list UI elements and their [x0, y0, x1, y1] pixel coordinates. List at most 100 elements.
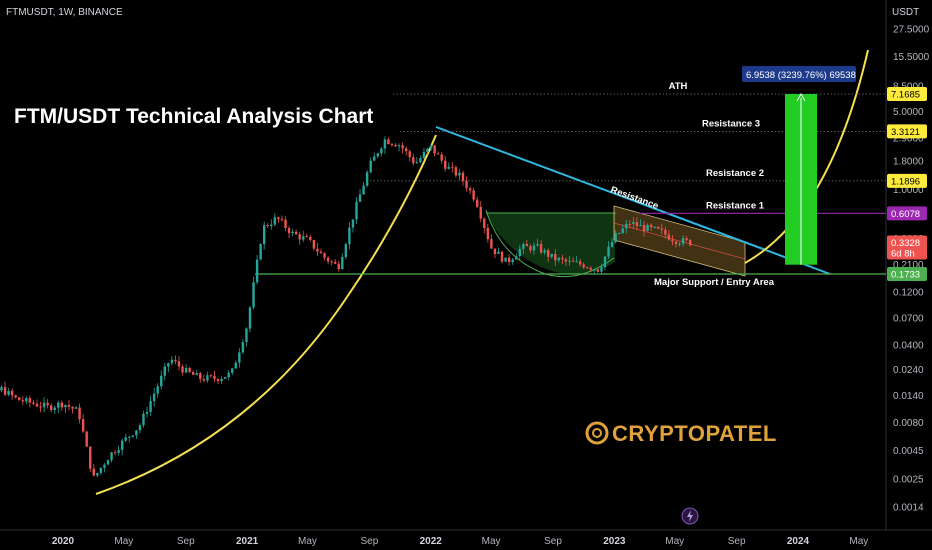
candle-body [0, 387, 3, 391]
candle-body [387, 139, 390, 145]
resistance-2-price-tag [887, 173, 927, 188]
candle-body [486, 227, 490, 240]
candle-body [671, 239, 674, 242]
time-tick-label: Sep [360, 536, 378, 547]
candle-body [128, 436, 131, 438]
price-tick-label: 0.0025 [893, 474, 924, 485]
candle-body [429, 145, 433, 149]
price-tick-label: 0.1200 [893, 287, 924, 298]
candle-body [564, 259, 568, 262]
candle-body [522, 243, 525, 249]
brand-icon-inner [592, 428, 602, 438]
candle-body [607, 246, 610, 257]
candle-body [323, 253, 326, 258]
candle-body [664, 229, 667, 235]
horizontal-levels: ATH Resistance 3 Resistance 2 Resistance 1 M… [255, 81, 886, 288]
candle-body [64, 404, 67, 408]
candle-body [621, 228, 624, 233]
candle-body [500, 251, 504, 262]
candle-body [582, 264, 585, 268]
candle-body [355, 201, 358, 220]
candle-body [312, 239, 316, 249]
candle-body [461, 172, 465, 182]
price-tick-label: 8.5000 [893, 81, 924, 92]
price-tick-label: 0.2100 [893, 260, 924, 271]
candle-body [536, 243, 539, 246]
candle-body [660, 228, 663, 230]
time-tick-label: 2022 [420, 536, 443, 547]
candle-body [113, 452, 117, 454]
candle-body [163, 366, 166, 376]
price-tick-label: 5.0000 [893, 107, 924, 118]
candle-body [330, 261, 333, 263]
candle-body [351, 219, 355, 228]
candle-body [447, 166, 450, 169]
candle-body [362, 185, 365, 195]
candle-body [255, 259, 259, 283]
candle-body [490, 239, 493, 249]
candle-body [578, 261, 582, 265]
time-tick-label: Sep [544, 536, 562, 547]
price-tick-label: 0.0140 [893, 391, 924, 402]
candle-body [71, 406, 74, 409]
candle-body [628, 223, 632, 225]
candle-body [561, 257, 564, 260]
candlestick-series [0, 136, 692, 478]
lightning-icon[interactable] [681, 507, 699, 525]
candle-body [333, 261, 337, 264]
ATH-price-tag [887, 87, 927, 102]
candle-body [518, 248, 521, 257]
candle-body [412, 157, 415, 164]
candle-body [294, 231, 298, 235]
candle-body [199, 373, 202, 380]
resistance-3-label: Resistance 3 [702, 118, 760, 129]
candle-body [390, 144, 394, 146]
candle-body [7, 390, 10, 395]
price-tick-label: 2.9000 [893, 133, 924, 144]
candle-body [25, 398, 28, 402]
candle-body [511, 259, 514, 263]
measure-label-box [742, 66, 856, 82]
candle-body [309, 236, 312, 240]
chart-drawings: Resistance [95, 49, 869, 495]
candle-body [341, 256, 344, 270]
candle-body [529, 246, 532, 251]
candle-body [270, 224, 273, 227]
candle-body [674, 241, 678, 245]
candle-body [89, 446, 92, 469]
candle-body [483, 218, 486, 228]
candle-body [53, 407, 56, 410]
candle-body [472, 190, 475, 200]
resistance-3-price-tag-text: 3.3121 [891, 127, 920, 138]
candle-body [415, 162, 419, 164]
time-axis[interactable]: 2020 May Sep 2021 May Sep 2022 May Sep 2023 May Sep… [52, 536, 868, 547]
candle-body [177, 361, 181, 367]
candle-body [642, 224, 646, 231]
candle-body [337, 263, 340, 270]
candle-body [319, 251, 323, 254]
candle-body [117, 449, 120, 453]
ATH-price-tag-text: 7.1685 [891, 90, 920, 101]
candle-body [589, 267, 592, 270]
candle-body [259, 244, 262, 260]
candle-body [326, 257, 330, 262]
candle-body [571, 260, 575, 262]
candle-body [14, 395, 17, 398]
candle-body [42, 402, 46, 408]
time-tick-label: 2021 [236, 536, 259, 547]
cup-area [486, 213, 615, 275]
candle-body [408, 151, 411, 158]
candle-body [245, 328, 248, 343]
candle-body [504, 257, 507, 262]
time-tick-label: 2024 [787, 536, 810, 547]
candle-body [419, 158, 422, 163]
time-tick-label: Sep [177, 536, 195, 547]
candle-body [493, 248, 497, 254]
candle-body [10, 390, 14, 396]
candle-body [568, 260, 571, 262]
candle-body [46, 402, 49, 406]
price-tick-label: 0.0240 [893, 365, 924, 376]
candle-body [120, 440, 124, 450]
candle-body [380, 148, 383, 154]
